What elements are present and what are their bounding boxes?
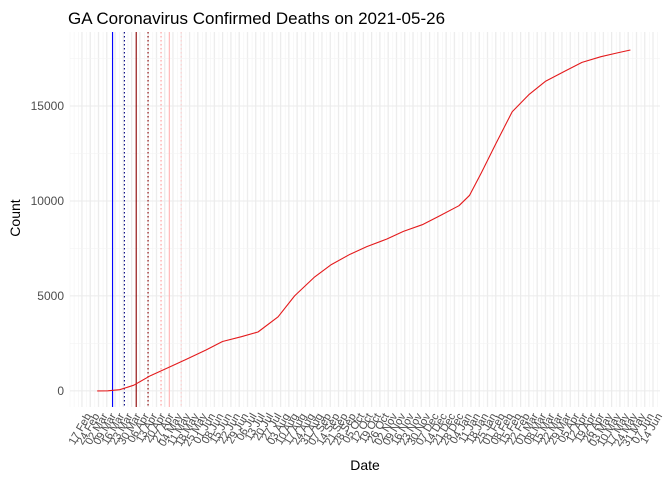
y-tick-label: 15000: [31, 99, 65, 113]
y-axis-label: Count: [7, 199, 23, 236]
grid: [69, 32, 660, 407]
reference-lines: [112, 32, 182, 407]
x-axis-label: Date: [350, 457, 380, 473]
y-tick-label: 0: [57, 384, 64, 398]
y-tick-label: 10000: [31, 194, 65, 208]
y-tick-label: 5000: [37, 289, 64, 303]
series-group: [97, 49, 631, 392]
chart-title: GA Coronavirus Confirmed Deaths on 2021-…: [68, 9, 445, 28]
deaths-series-line: [97, 49, 631, 392]
y-axis: 0 5000 10000 15000: [31, 99, 65, 398]
